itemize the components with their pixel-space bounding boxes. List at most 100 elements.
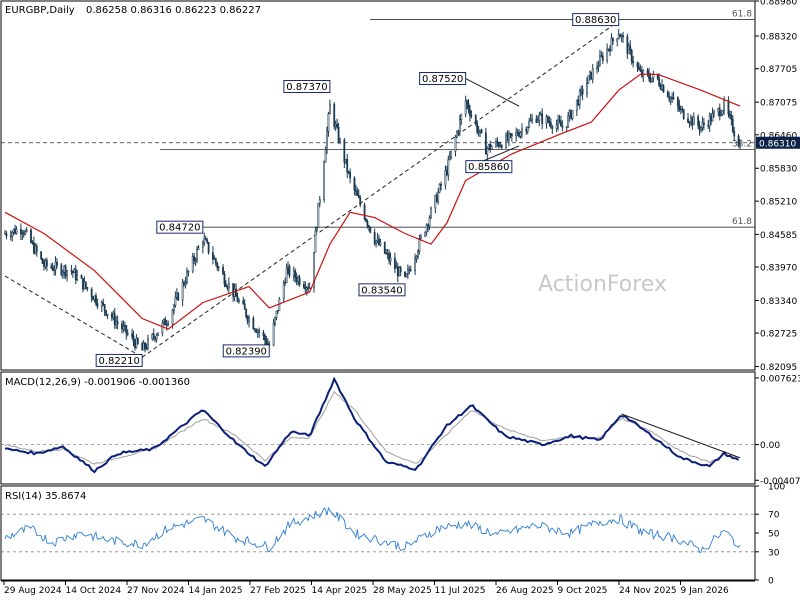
candle xyxy=(682,108,685,120)
candle xyxy=(167,320,170,327)
candle xyxy=(145,343,148,351)
candle xyxy=(135,334,138,349)
swing-label: 0.82210 xyxy=(95,353,143,367)
candle-body xyxy=(396,266,399,277)
candle-body xyxy=(687,118,689,123)
candle xyxy=(466,99,468,109)
candle-body xyxy=(60,264,63,275)
candle xyxy=(606,43,609,64)
price-panel[interactable]: 61.8 38.2 61.8 0.88630 0.87520 0.87370 0.84720… xyxy=(1,10,755,367)
candle-body xyxy=(327,113,330,132)
candle-body xyxy=(408,269,411,271)
candle-body xyxy=(445,170,448,175)
candle-body xyxy=(457,131,460,133)
candle-body xyxy=(233,288,236,297)
candle xyxy=(571,110,574,121)
candle-body xyxy=(477,131,480,133)
candle xyxy=(164,316,167,326)
candle-body xyxy=(132,335,135,342)
candle-body xyxy=(21,232,24,235)
candle xyxy=(74,264,77,285)
candle xyxy=(457,129,460,136)
candle xyxy=(92,296,94,301)
candle xyxy=(122,320,125,333)
candle-body xyxy=(64,266,67,276)
rsi-y-tick-label: 0 xyxy=(768,577,774,587)
candle-body xyxy=(652,74,655,79)
rsi-y-tick-label: 30 xyxy=(768,548,780,558)
candle xyxy=(76,269,79,282)
candle-body xyxy=(126,333,129,335)
panel-frame-rsi xyxy=(0,485,756,581)
candle xyxy=(668,91,671,103)
candle xyxy=(102,298,105,307)
candle-body xyxy=(41,258,44,264)
candle-body xyxy=(196,248,198,261)
candle-body xyxy=(679,108,682,111)
rsi-panel[interactable] xyxy=(1,506,755,553)
candle xyxy=(144,342,146,353)
candle-body xyxy=(707,124,710,127)
swing-label-box xyxy=(419,72,467,86)
candle xyxy=(551,124,554,135)
candle-body xyxy=(464,100,467,115)
candle-body xyxy=(317,203,320,229)
candle xyxy=(565,126,568,131)
candle xyxy=(201,240,204,254)
y-tick-label: 0.82095 xyxy=(760,363,797,373)
candle-body xyxy=(76,275,79,281)
candle xyxy=(737,134,740,148)
last-price-tag-text: 0.86310 xyxy=(759,139,796,149)
macd-title: MACD(12,26,9) -0.001906 -0.001360 xyxy=(5,377,190,388)
candle-body xyxy=(56,261,58,266)
candle xyxy=(639,64,642,72)
candle-body xyxy=(545,116,548,124)
swing-label-box xyxy=(156,220,204,234)
candle-body xyxy=(125,325,128,334)
candle xyxy=(19,223,22,241)
candle-body xyxy=(580,88,583,92)
candle-body xyxy=(376,238,379,242)
candle xyxy=(4,229,6,235)
candle xyxy=(116,315,119,330)
candle-body xyxy=(677,97,679,107)
candle-body xyxy=(373,232,376,244)
macd-panel[interactable] xyxy=(1,376,755,474)
candle xyxy=(14,224,17,235)
swing-label-box xyxy=(283,79,331,93)
candle-body xyxy=(227,283,230,289)
candle-body xyxy=(398,267,401,277)
candle-body xyxy=(305,287,308,290)
candle xyxy=(216,261,219,271)
candle xyxy=(45,257,48,272)
candle-body xyxy=(206,239,209,243)
candle xyxy=(717,107,720,117)
candle-body xyxy=(427,224,429,227)
candle-body xyxy=(92,296,94,301)
candle xyxy=(90,287,93,303)
candle xyxy=(86,286,89,292)
candle xyxy=(373,228,376,246)
candle-body xyxy=(356,190,359,196)
candle-body xyxy=(597,65,600,68)
candle xyxy=(383,241,386,255)
y-tick-label: 0.82725 xyxy=(760,330,797,340)
candle-body xyxy=(151,333,154,339)
candle xyxy=(470,110,473,119)
x-tick-label: 29 Aug 2024 xyxy=(4,586,62,596)
candle-body xyxy=(506,134,509,141)
candle xyxy=(549,117,552,129)
candle xyxy=(206,237,209,244)
candle-body xyxy=(157,332,159,336)
candle-body xyxy=(395,266,398,269)
candle-body xyxy=(490,146,493,150)
candle xyxy=(25,227,28,233)
candle xyxy=(204,235,207,241)
candle xyxy=(538,111,541,127)
candle xyxy=(681,106,684,113)
candle-body xyxy=(152,333,155,338)
candle-body xyxy=(80,275,83,279)
candle-body xyxy=(731,118,734,132)
candle-body xyxy=(303,284,305,288)
candle xyxy=(12,228,15,236)
